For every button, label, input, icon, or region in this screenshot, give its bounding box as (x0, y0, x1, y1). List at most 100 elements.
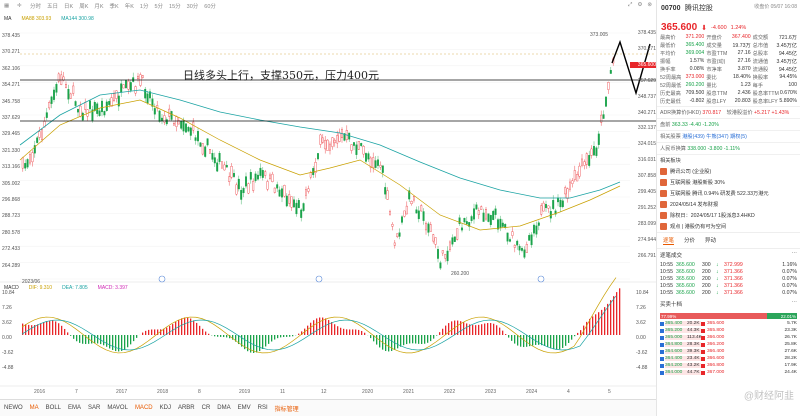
price-tick: 329.465 (2, 131, 21, 138)
indicator-tab[interactable]: MACD (134, 405, 153, 411)
trade-tab[interactable]: 异动 (705, 238, 717, 244)
candle (161, 117, 163, 122)
related-link[interactable]: 期权(5) (730, 134, 747, 140)
ask-price: 365.800 (707, 328, 725, 333)
period-tab[interactable]: 30分 (186, 4, 199, 10)
macd-bar (424, 335, 426, 344)
period-tab[interactable]: 1分 (139, 4, 149, 10)
period-tab[interactable]: 15分 (169, 4, 181, 10)
indicator-tab[interactable]: SAR (88, 405, 101, 411)
news-title[interactable]: 互联网股 港股新股 30% (670, 180, 725, 186)
bid-price: 364.800 (665, 342, 687, 347)
macd-bar (157, 329, 159, 335)
stat-cell: 市净率 3.870 (706, 66, 750, 73)
news-icon (660, 212, 667, 219)
candle (141, 75, 144, 78)
industry-tag[interactable]: 腾讯公司 (企业股) (657, 166, 800, 177)
period-tab[interactable]: 60分 (204, 4, 216, 10)
candle (521, 248, 523, 251)
ask-volume: 17.9K (784, 363, 797, 368)
indicator-tab[interactable]: RSI (257, 405, 268, 411)
tape-header: 逐笔成交 ⋯ (660, 251, 797, 259)
candle (537, 222, 540, 226)
tape-cell: 371.366 (724, 289, 743, 296)
stat-cell: 最高价 371.200 (660, 34, 704, 41)
macd-bar (373, 335, 375, 342)
news-item[interactable]: 2024/05/14 发布财报 (657, 199, 800, 210)
related-link[interactable]: 牛熊(347) (706, 134, 731, 140)
close-icon[interactable]: ⊗ (647, 2, 652, 8)
trade-tab[interactable]: 逐笔 (663, 238, 675, 245)
grid-icon[interactable]: ▦ (4, 2, 10, 9)
candle (489, 215, 492, 226)
low-label: 260.200 (451, 271, 470, 277)
news-title[interactable]: 除权日：2024/05/17 1股派息3.4HKD (670, 213, 755, 219)
candle (509, 239, 511, 242)
stat-label: 委比 (706, 75, 717, 81)
news-title[interactable]: 互联网股 腾讯 0.94% 研发费 522.33万港元 (670, 191, 769, 197)
candle (595, 147, 598, 156)
period-tab[interactable]: 日K (64, 4, 74, 10)
candle (199, 142, 202, 147)
candle (295, 202, 298, 215)
candle (254, 173, 257, 181)
indicator-tab[interactable]: 指标管理 (274, 406, 299, 413)
news-title[interactable]: 2024/05/14 发布财报 (670, 202, 719, 208)
candle (557, 197, 559, 203)
fullscreen-icon[interactable]: ⤢ (628, 2, 633, 8)
ask-price: 366.800 (707, 363, 725, 368)
candle (211, 153, 214, 160)
macd-bar (64, 328, 66, 335)
period-tab[interactable]: 年K (124, 4, 134, 10)
news-title[interactable]: 观点 | 港股仍有可为空间 (670, 224, 727, 230)
related-link[interactable]: 港股(439) (682, 134, 707, 140)
candle (434, 237, 437, 245)
candle (381, 165, 384, 173)
indicator-tab[interactable]: EMA (68, 405, 82, 411)
macd-tick: 3.62 (2, 320, 12, 326)
tape-cell: 10:55 (660, 275, 673, 282)
period-tab[interactable]: 月K (94, 4, 104, 10)
news-item[interactable]: 观点 | 港股仍有可为空间 (657, 221, 800, 232)
indicator-tab[interactable]: NEWO (4, 405, 23, 411)
stat-cell: 开盘价 367.400 (706, 34, 750, 41)
macd-bar (508, 335, 510, 338)
candle (115, 90, 118, 99)
macd-bar (226, 335, 228, 338)
news-item[interactable]: 除权日：2024/05/17 1股派息3.4HKD (657, 210, 800, 221)
period-tab[interactable]: 五日 (47, 4, 59, 10)
event-markers[interactable] (158, 275, 545, 283)
candle (593, 146, 595, 156)
macd-bar (241, 335, 243, 347)
candle (609, 69, 612, 74)
indicator-tab[interactable]: ARBR (177, 405, 195, 411)
related-stocks-row[interactable]: 相关股票 港股(439) 牛熊(347) 期权(5) (657, 130, 800, 142)
stat-cell: 市盈(动) 27.16 (706, 58, 750, 65)
price-tick: 299.405 (637, 189, 656, 195)
stock-name[interactable]: 腾讯控股 (684, 5, 713, 12)
news-item[interactable]: 互联网股 港股新股 30% (657, 177, 800, 188)
macd-bar (550, 335, 552, 349)
news-item[interactable]: 互联网股 腾讯 0.94% 研发费 522.33万港元 (657, 188, 800, 199)
indicator-tab[interactable]: MA (29, 405, 39, 411)
period-tab[interactable]: 季K (109, 4, 119, 10)
period-tab[interactable]: 周K (79, 4, 89, 10)
indicator-tab[interactable]: KDJ (159, 405, 171, 411)
candle (48, 102, 51, 109)
indicator-tab[interactable]: EMV (237, 405, 251, 411)
kline-chart[interactable] (0, 0, 656, 416)
indicator-tab[interactable]: CR (201, 405, 211, 411)
period-tab[interactable]: 5分 (154, 4, 164, 10)
ma-legend-item: MA144 300.98 (61, 16, 94, 22)
settings-icon[interactable]: ⚙ (637, 2, 643, 8)
macd-bar (379, 335, 381, 348)
indicator-tab[interactable]: MAVOL (107, 405, 128, 411)
macd-bar (298, 333, 300, 335)
period-tab[interactable]: 分时 (30, 4, 42, 10)
crosshair-icon[interactable]: ✛ (17, 2, 22, 9)
macd-bar (184, 317, 186, 335)
indicator-tab[interactable]: BOLL (45, 405, 62, 411)
candle (305, 189, 307, 196)
indicator-tab[interactable]: DMA (217, 405, 231, 411)
trade-tab[interactable]: 分价 (684, 238, 696, 244)
